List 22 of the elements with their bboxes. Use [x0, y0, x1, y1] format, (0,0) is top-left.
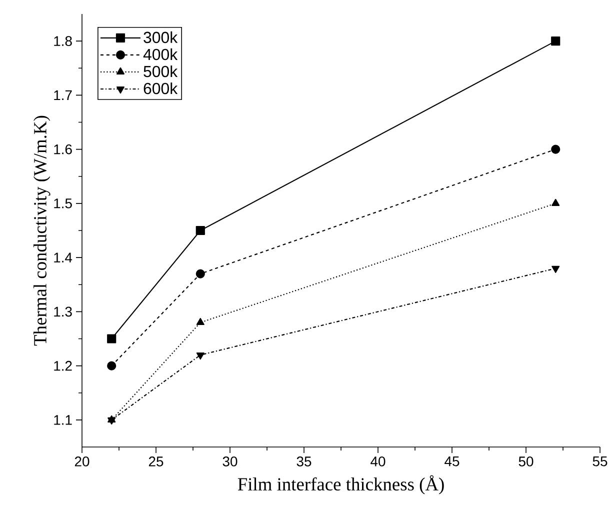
y-tick-label: 1.3: [54, 306, 72, 317]
y-tick-label: 1.1: [54, 415, 72, 425]
x-tick-label: 55: [592, 456, 608, 466]
x-axis-title: Film interface thickness (Å): [238, 475, 444, 494]
x-tick-label: 35: [296, 456, 312, 466]
legend-label: 300k: [144, 31, 178, 44]
y-tick-label: 1.6: [54, 144, 72, 154]
x-tick-label: 20: [74, 456, 90, 466]
x-tick-label: 50: [518, 456, 534, 466]
y-axis-title: Thermal conductivity (W/m.K): [33, 116, 50, 346]
y-tick-label: 1.7: [54, 90, 72, 100]
x-tick-label: 45: [444, 456, 460, 466]
x-tick-label: 40: [370, 456, 386, 466]
legend-label: 600k: [144, 82, 178, 94]
y-tick-label: 1.4: [54, 252, 72, 262]
y-tick-label: 1.8: [54, 36, 72, 46]
legend-label: 500k: [144, 65, 178, 78]
y-tick-label: 1.5: [54, 198, 72, 208]
x-tick-label: 25: [148, 456, 164, 466]
x-tick-label: 30: [222, 456, 238, 466]
legend-label: 400k: [143, 48, 178, 60]
y-tick-label: 1.2: [54, 360, 72, 371]
